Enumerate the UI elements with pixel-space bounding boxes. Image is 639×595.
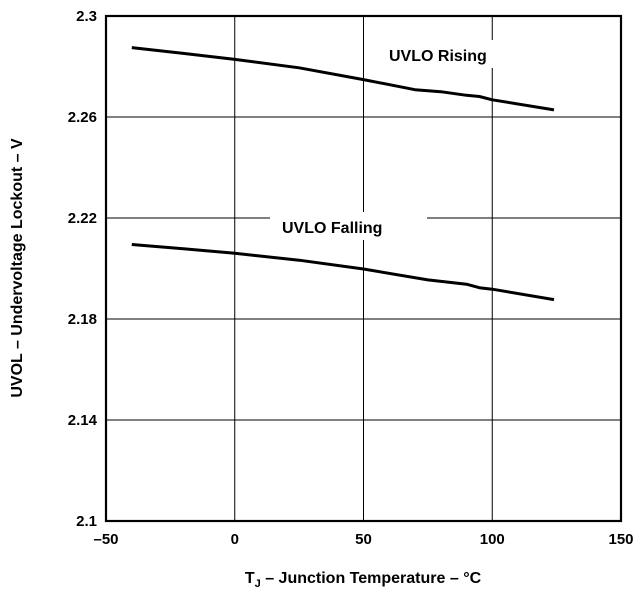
x-tick-label: 150 <box>608 531 633 548</box>
y-axis-label: UVOL – Undervoltage Lockout – V <box>9 138 26 398</box>
annotation-uvlo-falling: UVLO Falling <box>282 220 382 237</box>
y-tick-label: 2.3 <box>76 8 97 25</box>
y-tick-label: 2.18 <box>68 311 97 328</box>
x-axis-label: TJ – Junction Temperature – °C <box>245 570 482 590</box>
annotations: UVLO Rising UVLO Falling <box>270 40 522 240</box>
y-tick-label: 2.26 <box>68 109 97 126</box>
annotation-bg-falling <box>270 212 427 240</box>
series-line-uvlo-rising <box>131 46 555 112</box>
tick-labels: –50 0 50 100 150 2.1 2.14 2.18 2.22 2.26 2.3 <box>68 8 634 548</box>
x-tick-label: 0 <box>231 531 239 548</box>
series-line-uvlo-falling <box>131 243 555 302</box>
x-tick-label: 100 <box>480 531 505 548</box>
plot-frame <box>104 14 623 523</box>
annotation-uvlo-rising: UVLO Rising <box>389 48 487 65</box>
annotation-bg-rising <box>378 40 522 68</box>
x-tick-label: –50 <box>93 531 118 548</box>
y-tick-label: 2.14 <box>68 412 98 429</box>
series-group <box>131 46 555 302</box>
x-tick-label: 50 <box>355 531 372 548</box>
y-tick-label: 2.1 <box>76 513 97 530</box>
y-tick-label: 2.22 <box>68 210 97 227</box>
